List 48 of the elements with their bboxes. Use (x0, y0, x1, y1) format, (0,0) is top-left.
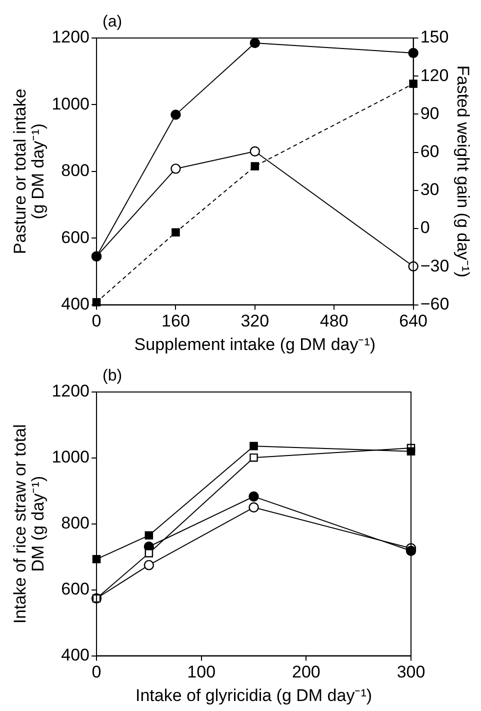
x-tick-label: 0 (92, 662, 102, 682)
y-axis-title: Pasture or total intake (g DM day⁻¹) (10, 88, 48, 254)
point (250, 453, 258, 462)
x-tick-label: 200 (292, 662, 320, 682)
y-tick-label: 400 (61, 645, 90, 664)
point (172, 228, 180, 236)
chart-title: (a) (102, 13, 122, 30)
x-tick-label: 0 (92, 312, 102, 331)
point (409, 80, 418, 88)
x-tick-label: 100 (187, 662, 216, 682)
x-tick-label: 320 (240, 312, 270, 331)
point (248, 502, 259, 512)
y-tick-label: 600 (61, 580, 90, 598)
point (170, 110, 181, 120)
point (170, 164, 181, 174)
y-tick-label: 1000 (52, 94, 90, 114)
point (144, 549, 154, 558)
y2-tick-label: 30 (420, 180, 440, 200)
point (250, 146, 260, 156)
point (248, 491, 259, 502)
point (250, 162, 260, 170)
x-tick-label: 160 (162, 312, 190, 331)
y-tick-label: 800 (61, 514, 90, 533)
chart-title: (b) (102, 367, 122, 384)
y2-axis-title: Fasted weight gain (g day⁻¹) (453, 65, 472, 278)
y2-tick-label: −30 (420, 256, 450, 276)
y2-tick-label: 90 (420, 104, 440, 123)
y-tick-label: 400 (61, 294, 90, 314)
y-axis-title: Intake of rice straw or total DM (g day⁻¹) (10, 424, 48, 624)
x-axis-title: Supplement intake (g DM day⁻¹) (134, 334, 376, 354)
y-tick-label: 1200 (52, 382, 90, 401)
x-tick-label: 640 (399, 312, 428, 331)
point (250, 442, 258, 450)
y2-tick-label: −60 (420, 294, 450, 314)
y-tick-label: 800 (61, 161, 90, 180)
y-tick-label: 1000 (52, 448, 90, 467)
y2-tick-label: 60 (420, 142, 440, 162)
y2-tick-label: 120 (420, 66, 449, 85)
y-tick-label: 1200 (52, 28, 90, 47)
x-axis-title: Intake of glyricidia (g DM day⁻¹) (135, 686, 372, 705)
y2-tick-label: 0 (420, 218, 430, 238)
x-tick-label: 480 (320, 312, 348, 331)
point (250, 38, 260, 48)
x-tick-label: 300 (396, 662, 426, 682)
y2-tick-label: 150 (420, 28, 449, 47)
point (144, 531, 154, 540)
y-tick-label: 600 (61, 228, 90, 247)
point (144, 560, 154, 570)
